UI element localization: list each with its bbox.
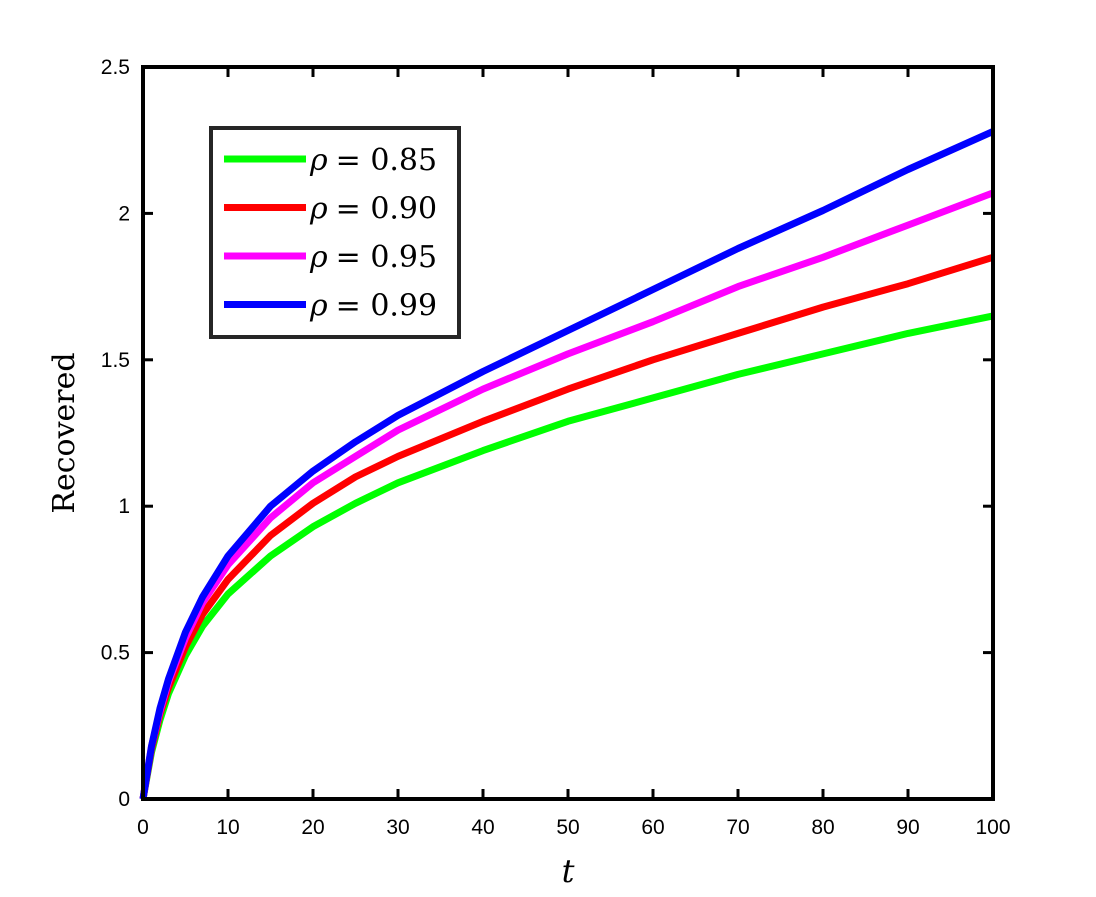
legend-label-4: ρ = 0.99 bbox=[309, 289, 437, 324]
legend-value: = 0.85 bbox=[336, 143, 437, 178]
x-tick-label: 20 bbox=[301, 816, 324, 839]
legend-label-1: ρ = 0.85 bbox=[309, 143, 437, 178]
legend-label-2: ρ = 0.90 bbox=[309, 192, 437, 227]
x-tick-label: 70 bbox=[726, 816, 749, 839]
x-axis-label: t bbox=[562, 852, 575, 890]
legend-value: = 0.90 bbox=[336, 192, 437, 227]
legend: ρ = 0.85ρ = 0.90ρ = 0.95ρ = 0.99 bbox=[209, 126, 461, 339]
series-line-4 bbox=[139, 128, 995, 800]
x-tick-label: 40 bbox=[471, 816, 494, 839]
x-tick-label: 80 bbox=[811, 816, 834, 839]
legend-rho-symbol: ρ bbox=[309, 289, 328, 324]
y-tick-label: 1 bbox=[118, 495, 130, 518]
x-tick-label: 100 bbox=[975, 816, 1010, 839]
plot-frame bbox=[141, 65, 995, 801]
legend-rho-symbol: ρ bbox=[309, 143, 328, 178]
y-tick-label: 1.5 bbox=[101, 349, 130, 372]
legend-value: = 0.95 bbox=[336, 240, 437, 275]
y-axis-label: Recovered bbox=[47, 352, 82, 513]
series-layer bbox=[139, 128, 995, 800]
x-tick-label: 60 bbox=[641, 816, 664, 839]
legend-rho-symbol: ρ bbox=[309, 192, 328, 227]
legend-value: = 0.99 bbox=[336, 289, 437, 324]
x-axis-tick-labels: 0 10 20 30 40 50 60 70 80 90 100 bbox=[137, 816, 1010, 839]
y-tick-label: 2 bbox=[118, 202, 130, 225]
y-axis-tick-labels: 0 0.5 1 1.5 2 2.5 bbox=[101, 56, 130, 811]
legend-label-3: ρ = 0.95 bbox=[309, 240, 437, 275]
x-tick-label: 0 bbox=[137, 816, 149, 839]
y-tick-label: 2.5 bbox=[101, 56, 130, 79]
legend-rho-symbol: ρ bbox=[309, 240, 328, 275]
x-tick-label: 90 bbox=[896, 816, 919, 839]
x-tick-label: 30 bbox=[386, 816, 409, 839]
y-tick-label: 0 bbox=[118, 788, 130, 811]
x-tick-label: 50 bbox=[556, 816, 579, 839]
y-tick-label: 0.5 bbox=[101, 642, 130, 665]
x-tick-label: 10 bbox=[216, 816, 239, 839]
